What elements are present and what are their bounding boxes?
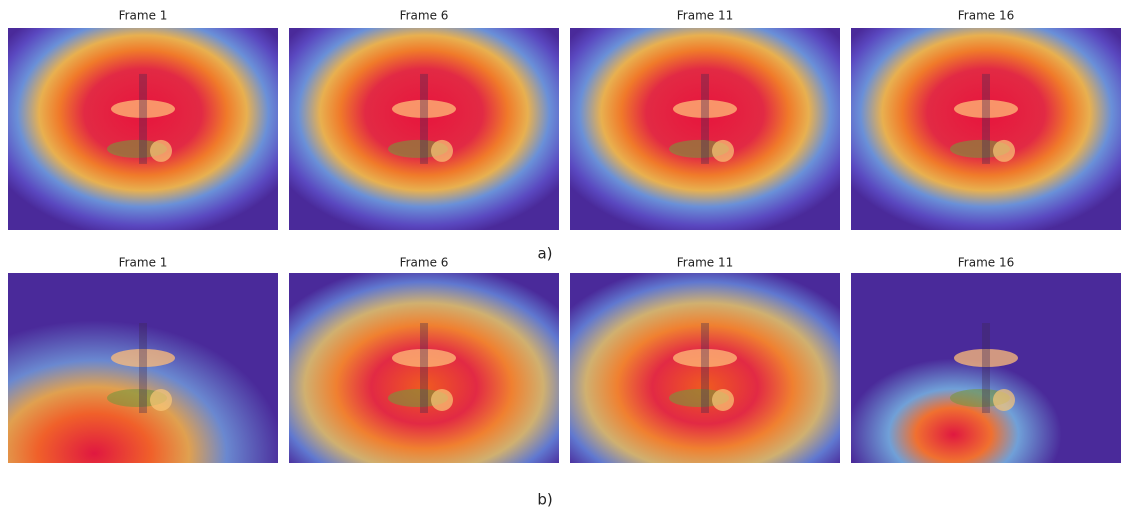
insulator-lamp bbox=[431, 140, 453, 162]
frame-title: Frame 16 bbox=[958, 9, 1014, 23]
insulator-rod bbox=[420, 323, 428, 413]
frame-title: Frame 1 bbox=[119, 256, 168, 270]
frame-title: Frame 16 bbox=[958, 256, 1014, 270]
insulator-lamp bbox=[150, 389, 172, 411]
insulator-lamp bbox=[712, 389, 734, 411]
panel-label: b) bbox=[537, 491, 552, 509]
insulator-lamp bbox=[712, 140, 734, 162]
frame-title: Frame 6 bbox=[400, 9, 449, 23]
insulator-rod bbox=[420, 74, 428, 164]
insulator-rod bbox=[139, 74, 147, 164]
insulator-rod bbox=[701, 323, 709, 413]
insulator-rod bbox=[701, 74, 709, 164]
insulator-rod bbox=[982, 323, 990, 413]
insulator-lamp bbox=[993, 389, 1015, 411]
insulator-rod bbox=[982, 74, 990, 164]
frame-title: Frame 1 bbox=[119, 9, 168, 23]
insulator-lamp bbox=[150, 140, 172, 162]
insulator-rod bbox=[139, 323, 147, 413]
frame-title: Frame 11 bbox=[677, 9, 733, 23]
frame-title: Frame 11 bbox=[677, 256, 733, 270]
frame-title: Frame 6 bbox=[400, 256, 449, 270]
figure: Frame 1 Frame 6 Frame 11 Frame 16 a) Frame 1 F… bbox=[0, 0, 1121, 512]
panel-label: a) bbox=[537, 245, 552, 263]
insulator-lamp bbox=[993, 140, 1015, 162]
insulator-lamp bbox=[431, 389, 453, 411]
